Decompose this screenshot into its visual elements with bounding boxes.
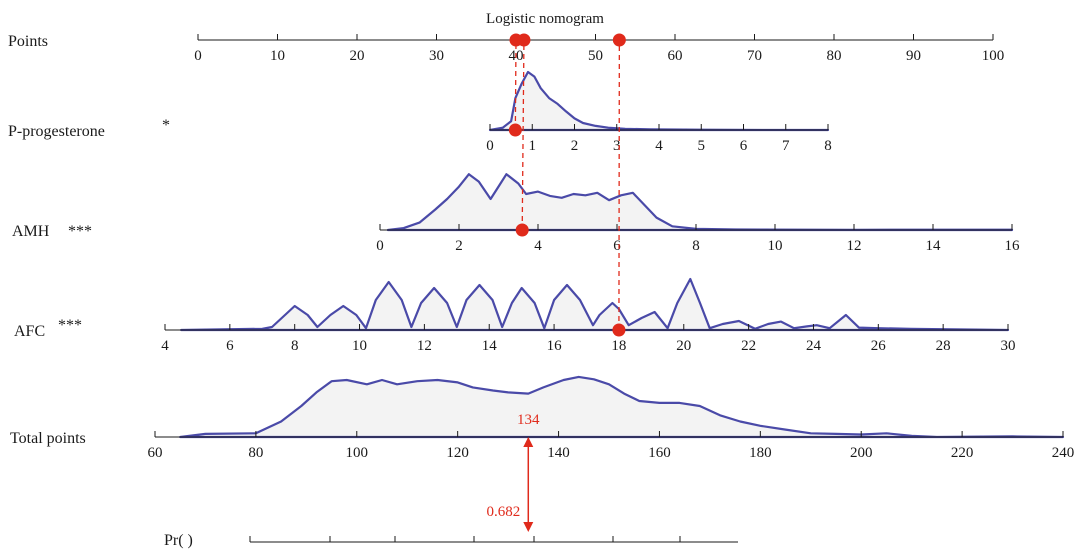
tick-label-points-8: 80: [827, 48, 842, 64]
tick-label-points-5: 50: [588, 48, 603, 64]
tick-label-afc-0: 4: [161, 338, 169, 354]
significance-pprog: *: [162, 117, 170, 134]
tick-label-pprog-0: 0: [486, 138, 494, 154]
density-curve-amh: [386, 173, 1014, 232]
tick-label-points-3: 30: [429, 48, 444, 64]
tick-label-afc-8: 20: [676, 338, 691, 354]
marker-pprog: [508, 123, 522, 137]
row-label-points: Points: [8, 33, 48, 50]
row-label-pr: Pr( ): [164, 532, 193, 549]
tick-label-total-9: 240: [1052, 445, 1075, 461]
tick-label-total-7: 200: [850, 445, 873, 461]
marker-points-afc: [612, 33, 626, 47]
tick-label-pprog-7: 7: [782, 138, 790, 154]
total-points-value: 134: [517, 412, 540, 428]
tick-label-afc-7: 18: [611, 338, 626, 354]
probability-value: 0.682: [487, 504, 521, 520]
marker-afc: [612, 323, 626, 337]
tick-label-amh-7: 14: [926, 238, 942, 254]
tick-label-points-10: 100: [982, 48, 1005, 64]
tick-label-afc-2: 8: [291, 338, 299, 354]
tick-label-pprog-8: 8: [824, 138, 832, 154]
tick-label-afc-9: 22: [741, 338, 756, 354]
arrow-head-down: [523, 522, 534, 532]
guide-line-amh: [521, 39, 525, 231]
tick-label-total-3: 120: [446, 445, 469, 461]
tick-label-amh-8: 16: [1005, 238, 1021, 254]
tick-label-amh-1: 2: [455, 238, 463, 254]
tick-label-pprog-4: 4: [655, 138, 663, 154]
density-curve-pprog: [488, 70, 830, 132]
tick-label-amh-2: 4: [534, 238, 542, 254]
marker-amh: [515, 223, 529, 237]
tick-label-afc-12: 28: [936, 338, 951, 354]
tick-label-afc-1: 6: [226, 338, 234, 354]
tick-label-total-6: 180: [749, 445, 772, 461]
tick-label-pprog-2: 2: [571, 138, 579, 154]
arrow-head-up: [523, 437, 534, 447]
tick-label-points-2: 20: [350, 48, 365, 64]
tick-label-afc-5: 14: [482, 338, 498, 354]
guide-line-pprog: [514, 39, 517, 131]
tick-label-points-6: 60: [668, 48, 683, 64]
row-label-total: Total points: [10, 430, 86, 447]
tick-label-amh-3: 6: [613, 238, 621, 254]
marker-points-amh: [517, 33, 531, 47]
row-label-amh: AMH: [12, 223, 50, 240]
density-curve-afc: [180, 277, 1010, 332]
density-layer: [179, 70, 1065, 439]
tick-label-total-4: 140: [547, 445, 570, 461]
tick-label-afc-4: 12: [417, 338, 432, 354]
tick-label-afc-6: 16: [547, 338, 563, 354]
tick-label-pprog-3: 3: [613, 138, 621, 154]
tick-label-pprog-5: 5: [698, 138, 706, 154]
row-label-pprog: P-progesterone: [8, 123, 105, 140]
tick-label-afc-10: 24: [806, 338, 822, 354]
tick-label-afc-11: 26: [871, 338, 887, 354]
tick-label-amh-0: 0: [376, 238, 384, 254]
tick-label-total-1: 80: [248, 445, 263, 461]
tick-label-total-8: 220: [951, 445, 974, 461]
significance-afc: ***: [58, 317, 82, 334]
tick-label-points-7: 70: [747, 48, 762, 64]
tick-label-points-0: 0: [194, 48, 202, 64]
tick-label-afc-13: 30: [1001, 338, 1016, 354]
tick-label-afc-3: 10: [352, 338, 367, 354]
tick-label-pprog-6: 6: [740, 138, 748, 154]
tick-label-points-1: 10: [270, 48, 285, 64]
chart-title: Logistic nomogram: [486, 11, 604, 27]
tick-label-amh-6: 12: [847, 238, 862, 254]
tick-label-total-5: 160: [648, 445, 671, 461]
significance-amh: ***: [68, 223, 92, 240]
tick-label-total-0: 60: [148, 445, 163, 461]
density-curve-total: [179, 375, 1065, 439]
tick-label-amh-5: 10: [768, 238, 783, 254]
tick-label-pprog-1: 1: [529, 138, 537, 154]
row-label-afc: AFC: [14, 323, 45, 340]
tick-label-total-2: 100: [346, 445, 369, 461]
tick-label-amh-4: 8: [692, 238, 700, 254]
tick-label-points-9: 90: [906, 48, 921, 64]
